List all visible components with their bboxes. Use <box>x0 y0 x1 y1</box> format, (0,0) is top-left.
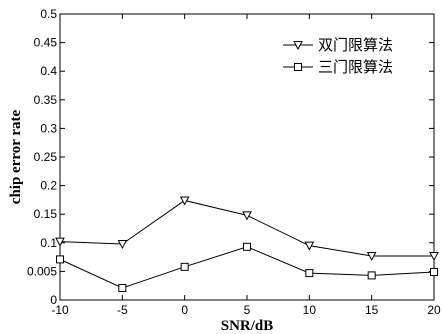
data-point <box>367 271 376 280</box>
y-tick-label: 0.5 <box>40 7 57 21</box>
legend-marker <box>293 41 303 51</box>
series-1 <box>55 196 439 262</box>
y-axis-title: chip error rate <box>8 109 24 204</box>
x-tick-label: -5 <box>117 303 128 317</box>
y-tick-label: 0.25 <box>34 150 58 164</box>
y-tick-label: 0.2 <box>40 179 57 193</box>
data-point <box>56 255 64 264</box>
series-layer <box>55 196 439 292</box>
data-point <box>430 267 438 276</box>
data-point <box>305 269 314 278</box>
data-point <box>242 211 252 221</box>
x-tick-label: 5 <box>244 303 251 317</box>
data-point <box>180 262 189 271</box>
y-tick-label: 0.4 <box>40 64 57 78</box>
x-axis-title: SNR/dB <box>221 318 274 334</box>
series-2 <box>56 242 438 292</box>
legend-item: 双门限算法 <box>283 36 393 54</box>
legend-item: 三门限算法 <box>283 58 393 76</box>
x-tick-label: 0 <box>181 303 188 317</box>
y-tick-label: 0.005 <box>27 264 57 278</box>
data-point <box>429 251 439 262</box>
data-point <box>243 242 251 251</box>
y-tick-label: 0 <box>50 293 57 307</box>
data-point <box>55 237 65 247</box>
x-tick-label: 20 <box>427 303 441 317</box>
data-point <box>366 251 377 262</box>
x-tick-label: -10 <box>51 303 69 317</box>
data-point <box>117 239 128 250</box>
y-tick-label: 0.15 <box>34 207 58 221</box>
y-tick-label: 0.45 <box>34 36 58 50</box>
y-tick-label: 0.35 <box>34 93 58 107</box>
data-point <box>304 241 315 251</box>
y-tick-label: 0.1 <box>40 236 57 250</box>
legend-label: 双门限算法 <box>318 36 393 54</box>
x-axis-ticks: -10 -5 0 5 10 15 20 <box>51 14 441 317</box>
series-line <box>59 246 435 289</box>
x-tick-label: 15 <box>365 303 379 317</box>
data-point <box>179 196 190 206</box>
y-tick-label: 0.3 <box>40 121 57 135</box>
data-point <box>118 283 127 292</box>
legend-label: 三门限算法 <box>318 58 393 76</box>
plot-frame <box>59 13 435 301</box>
legend-marker <box>294 63 302 71</box>
x-tick-label: 10 <box>303 303 317 317</box>
y-axis-ticks: 0 0.005 0.1 0.15 0.2 0.25 0.3 0.35 0.4 0.45 0.5 <box>27 7 434 307</box>
